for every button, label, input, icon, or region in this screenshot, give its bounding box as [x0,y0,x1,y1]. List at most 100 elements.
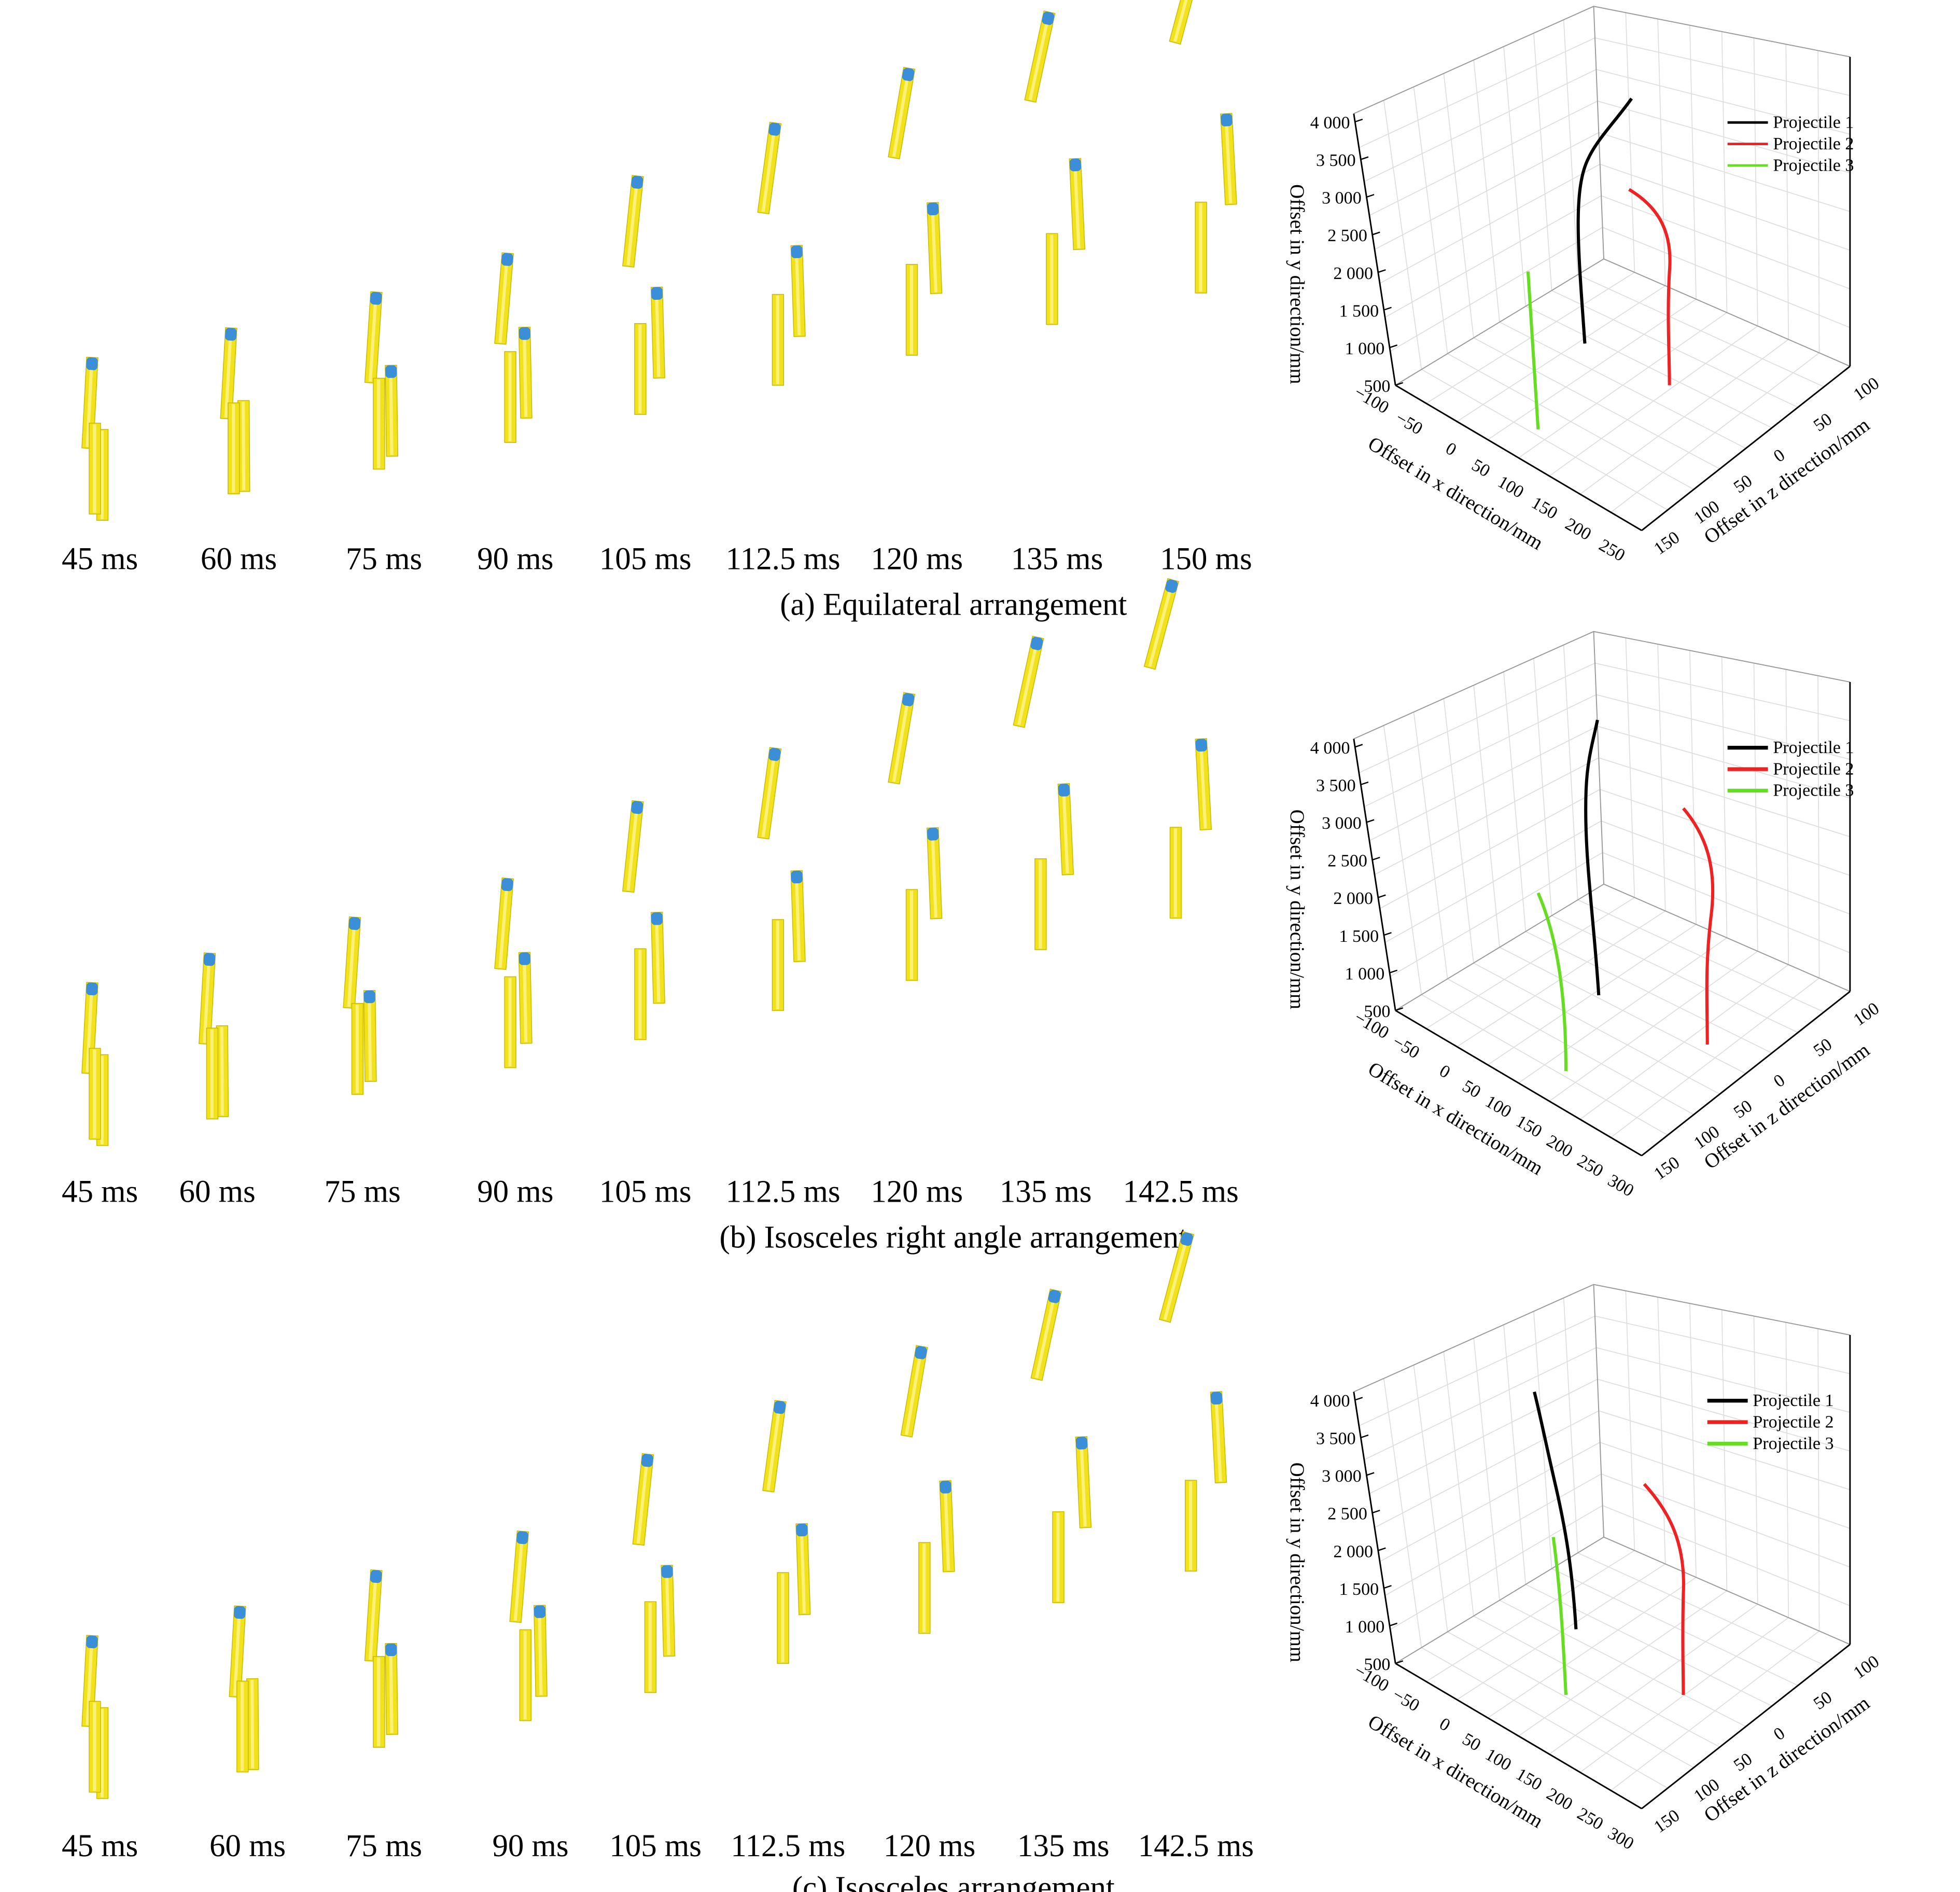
x-tick-label: −50 [1389,1032,1423,1063]
z-tick-label: 0 [1770,446,1788,466]
tick-mark [1354,1397,1363,1401]
projectile [504,351,516,443]
projectile-shine [389,1645,394,1733]
grid-line [1753,38,1758,326]
grid-line [1499,1599,1746,1727]
projectile [534,1605,548,1697]
projectile-cap [501,253,513,266]
projectile [89,423,101,514]
projectile [1013,635,1044,728]
time-label: 135 ms [1017,1829,1110,1863]
tick-mark [1360,156,1369,160]
legend-label: Projectile 2 [1773,134,1854,154]
box-edges [1395,258,1851,386]
projectile [888,692,916,785]
time-label: 45 ms [62,1175,138,1209]
y-tick-label: 2 500 [1327,1505,1367,1524]
trajectory [1533,1391,1578,1630]
projectile [777,1572,789,1664]
projectile-cap [86,1635,98,1649]
projectile-cap [234,1606,246,1619]
projectile-shine [389,366,394,455]
projectile-shine [522,953,528,1042]
time-label: 60 ms [179,1175,256,1209]
grid-line [1579,339,1789,495]
box-edge [1593,1284,1604,1537]
grid-line [1499,947,1746,1074]
projectile-shine [1050,234,1054,324]
projectile-shine [1056,1513,1060,1602]
projectile [644,1601,657,1693]
z-tick-label: 50 [1810,410,1836,436]
box-edges [1353,1284,1851,1393]
x-tick-label: 50 [1468,455,1493,481]
projectile-shine [93,1049,96,1138]
projectile-shine [347,918,356,1007]
projectile [509,1530,529,1623]
time-label: 105 ms [599,542,692,577]
grid-line [1721,31,1728,313]
projectile [1220,113,1237,205]
grid-line [1525,1584,1772,1707]
grid-line [1379,789,1851,909]
grid-line [1533,658,1552,916]
y-tick-label: 3 500 [1316,1429,1356,1449]
projectile [918,1542,931,1634]
axis [1641,991,1851,1157]
projectile-shine [922,1543,926,1633]
grid-line [1753,663,1758,952]
tick-mark [1360,1434,1369,1439]
tick-mark [1378,269,1386,273]
tick-mark [1372,856,1380,861]
projectile [351,1003,364,1095]
grid-line [1533,33,1552,291]
projectile [790,245,806,337]
projectile-cap [768,747,781,761]
z-tick-label: 0 [1770,1723,1788,1744]
tick-mark [1354,118,1363,123]
grid-line [1533,1311,1552,1569]
trajectory [1526,271,1540,430]
projectile-cap [1069,158,1081,172]
y-tick-label: 3 000 [1322,814,1362,833]
projectile [795,1523,811,1616]
tick-mark [1372,231,1380,235]
plot-grid [1359,12,1851,513]
time-label: 120 ms [871,1175,963,1209]
projectile-cap [1075,1437,1088,1450]
legend-label: Projectile 3 [1773,156,1854,175]
projectile-shine [232,404,235,493]
projectile-shine [368,1571,378,1660]
projectile-shine [1017,638,1039,726]
x-tick-label: 200 [1543,1784,1576,1814]
projectile-shine [242,401,246,491]
projectile-cap [940,1480,951,1494]
projectile-shine [100,1708,104,1798]
projectile-shine [355,1005,359,1093]
projectile [1057,783,1074,875]
projectile-shine [931,203,937,293]
projectile-shine [538,1606,543,1695]
projectile [364,1569,383,1662]
projectile [504,976,516,1068]
projectile-shine [776,921,779,1009]
projectile [246,1678,259,1770]
grid-line [1503,1325,1527,1585]
z-tick-label: 150 [1650,1806,1683,1837]
projectile [650,286,665,379]
projectile [905,889,918,981]
projectile [220,327,237,420]
projectile-cap [501,878,513,892]
grid-line [1577,274,1825,387]
tick-mark [1378,894,1386,898]
projectile-cap [791,870,803,884]
axis [1395,384,1642,532]
projectile [228,402,240,494]
trajectory [1682,807,1715,1045]
x-tick-label: 250 [1574,1151,1606,1181]
projectile-shine [93,424,96,513]
y-axis-label: Offset in y direction/mm [1286,1463,1308,1663]
projectile-cap [1058,784,1070,797]
x-tick-label: 0 [1436,1061,1453,1082]
